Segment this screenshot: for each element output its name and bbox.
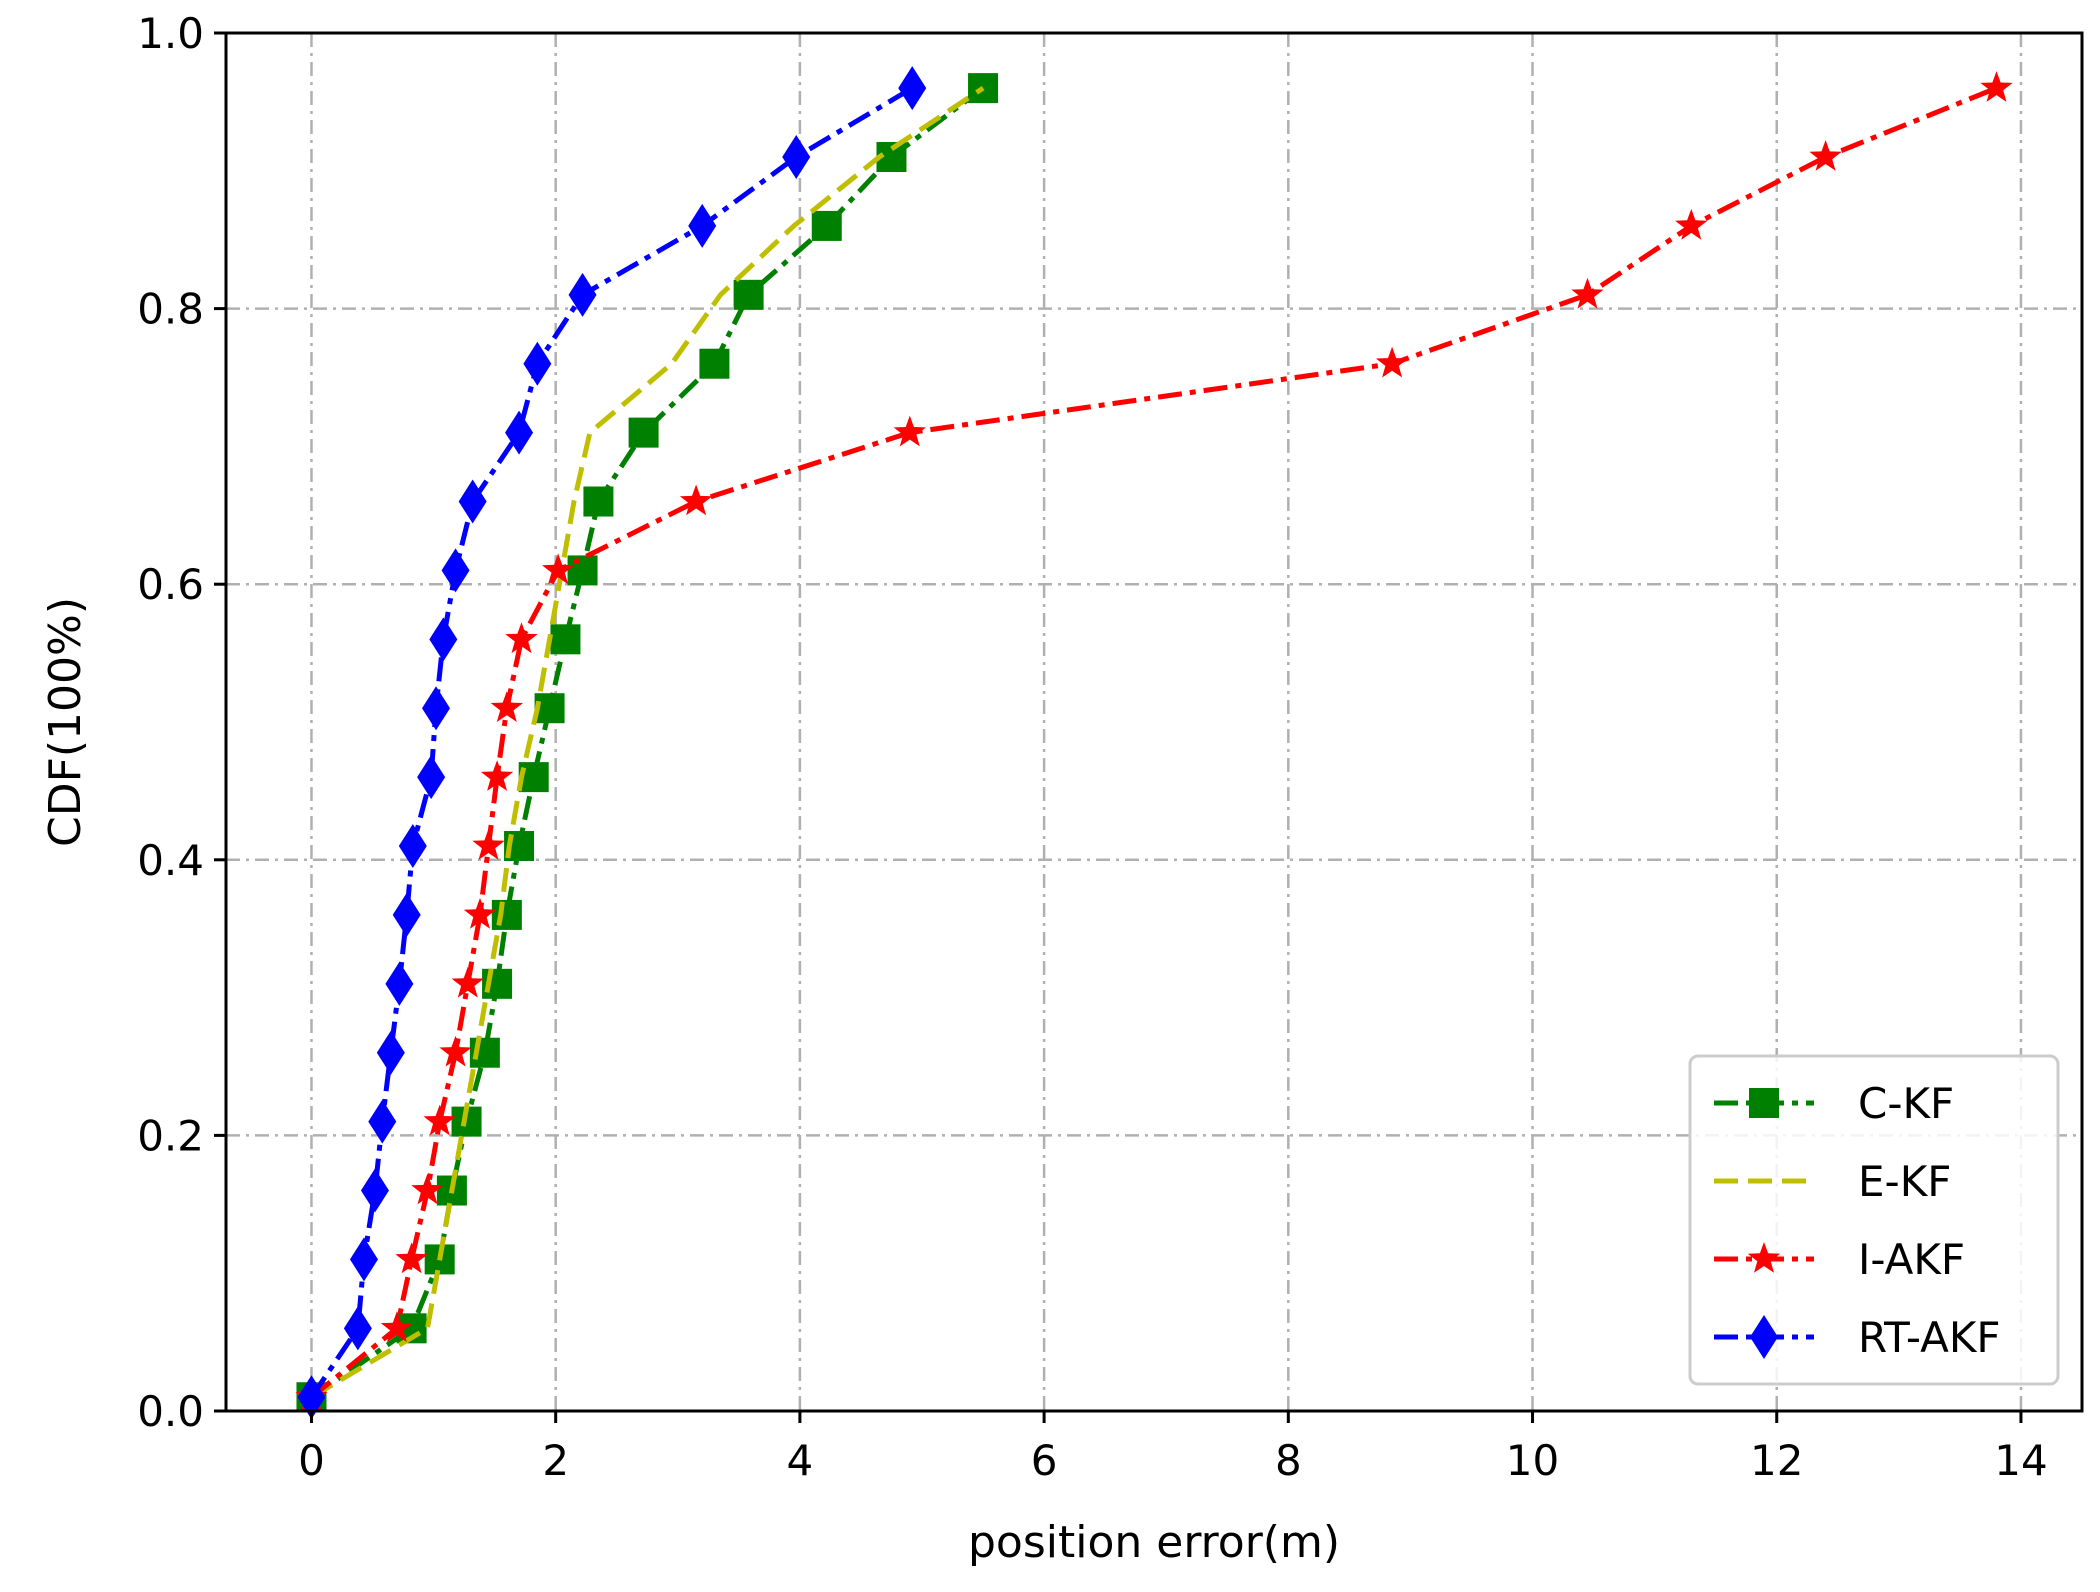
series-c-kf — [296, 73, 999, 1413]
y-tick-label: 0.0 — [137, 1387, 204, 1436]
legend-marker-i-akf — [1747, 1242, 1781, 1273]
x-tick-label: 0 — [298, 1436, 325, 1485]
legend-label-i-akf: I-AKF — [1858, 1235, 1965, 1284]
data-point-i-akf — [893, 415, 926, 447]
y-tick-label: 1.0 — [137, 9, 204, 58]
data-point-rt-akf — [422, 686, 451, 731]
legend-item-c-kf: C-KF — [1714, 1079, 1954, 1128]
series-line-e-kf — [310, 86, 985, 1400]
y-tick-label: 0.8 — [137, 285, 204, 334]
x-tick-label: 12 — [1750, 1436, 1803, 1485]
data-point-rt-akf — [688, 203, 717, 248]
data-point-rt-akf — [417, 755, 446, 800]
data-point-rt-akf — [398, 824, 427, 869]
legend-marker-rt-akf — [1750, 1315, 1778, 1359]
legend-marker-c-kf — [1749, 1088, 1779, 1118]
data-point-c-kf — [491, 899, 522, 930]
data-point-i-akf — [1980, 71, 2013, 102]
plot-frame — [224, 31, 2084, 1413]
data-point-rt-akf — [505, 410, 534, 455]
legend-item-rt-akf: RT-AKF — [1714, 1313, 2001, 1362]
data-point-c-kf — [583, 486, 614, 517]
series-line-c-kf — [310, 86, 985, 1400]
x-axis-label: position error(m) — [968, 1517, 1340, 1568]
data-point-i-akf — [411, 1173, 444, 1205]
data-point-i-akf — [1809, 140, 1842, 171]
series-line-rt-akf — [309, 85, 914, 1399]
data-point-rt-akf — [343, 1306, 372, 1351]
x-tick-label: 4 — [787, 1436, 814, 1485]
y-tick-label: 0.2 — [137, 1111, 204, 1160]
data-point-rt-akf — [376, 1030, 405, 1075]
data-point-i-akf — [423, 1104, 456, 1136]
x-tick-label: 2 — [542, 1436, 569, 1485]
data-point-i-akf — [1375, 346, 1409, 378]
data-point-i-akf — [1571, 277, 1604, 309]
data-point-i-akf — [463, 897, 497, 929]
x-tick-label: 14 — [1994, 1436, 2047, 1485]
y-tick-label: 0.6 — [137, 560, 204, 609]
data-point-c-kf — [733, 279, 764, 310]
series-e-kf — [310, 86, 985, 1400]
legend-box — [1688, 1054, 2060, 1386]
axis-ticks: 0 2 4 6 8 10 12 14 0.0 0.2 0.4 0.6 0.8 1.0 — [137, 9, 2047, 1485]
data-point-i-akf — [480, 760, 514, 791]
data-point-c-kf — [567, 555, 598, 586]
data-point-i-akf — [472, 829, 505, 860]
legend-label-e-kf: E-KF — [1858, 1157, 1951, 1206]
data-point-i-akf — [679, 484, 713, 516]
data-point-c-kf — [699, 348, 730, 379]
data-point-i-akf — [439, 1035, 472, 1067]
data-point-rt-akf — [898, 66, 927, 111]
series-rt-akf — [297, 66, 927, 1420]
data-point-rt-akf — [523, 341, 552, 386]
data-point-i-akf — [380, 1311, 414, 1343]
y-tick-label: 0.4 — [137, 836, 204, 885]
data-point-c-kf — [628, 417, 659, 448]
data-point-i-akf — [1675, 208, 1708, 240]
data-point-i-akf — [490, 691, 523, 722]
data-point-rt-akf — [297, 1375, 326, 1420]
data-point-c-kf — [811, 210, 842, 241]
data-point-rt-akf — [349, 1237, 378, 1282]
data-point-rt-akf — [568, 272, 597, 317]
data-point-rt-akf — [429, 617, 458, 662]
data-point-rt-akf — [782, 135, 811, 180]
series-i-akf — [295, 71, 2013, 1411]
data-point-rt-akf — [360, 1168, 389, 1213]
data-point-i-akf — [451, 966, 484, 998]
data-point-rt-akf — [385, 961, 414, 1006]
data-point-rt-akf — [368, 1099, 397, 1144]
legend-item-i-akf: I-AKF — [1714, 1235, 1965, 1284]
x-tick-label: 8 — [1275, 1436, 1302, 1485]
data-point-c-kf — [550, 624, 581, 655]
data-point-rt-akf — [441, 548, 470, 593]
data-point-i-akf — [395, 1242, 428, 1274]
series-line-i-akf — [309, 85, 1998, 1400]
legend-label-c-kf: C-KF — [1858, 1079, 1954, 1128]
data-point-rt-akf — [458, 479, 487, 524]
plot-area — [295, 66, 2013, 1420]
data-point-i-akf — [505, 622, 538, 654]
data-point-rt-akf — [392, 892, 421, 937]
x-tick-label: 10 — [1506, 1436, 1559, 1485]
legend: C-KF E-KF I-AKF RT-AKF — [1688, 1054, 2060, 1386]
legend-item-e-kf: E-KF — [1714, 1157, 1951, 1206]
x-tick-label: 6 — [1031, 1436, 1058, 1485]
legend-label-rt-akf: RT-AKF — [1858, 1313, 2001, 1362]
data-point-i-akf — [542, 553, 575, 585]
y-axis-label: CDF(100%) — [40, 597, 91, 847]
